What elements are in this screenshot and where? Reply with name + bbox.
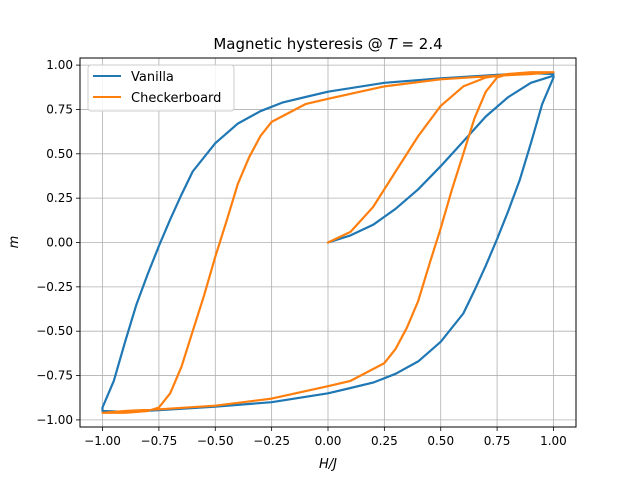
series-line-checkerboard xyxy=(101,71,555,414)
x-tick-label: 0.00 xyxy=(315,434,342,448)
x-tick-label: −0.50 xyxy=(197,434,234,448)
x-tick-label: 0.50 xyxy=(427,434,454,448)
x-tick-label: 0.25 xyxy=(371,434,398,448)
y-axis-label: m xyxy=(7,236,22,249)
x-tick-label: −0.75 xyxy=(141,434,178,448)
y-tick-label: 0.00 xyxy=(46,236,73,250)
series-line-vanilla xyxy=(101,72,555,413)
series-layer xyxy=(101,71,555,414)
y-tick-label: 0.50 xyxy=(46,147,73,161)
x-axis-label: H/J xyxy=(319,457,337,472)
chart-title: Magnetic hysteresis @ T = 2.4 xyxy=(213,35,442,53)
y-tick-label: 0.25 xyxy=(46,191,73,205)
y-tick-label: −0.50 xyxy=(36,324,73,338)
legend-box xyxy=(87,64,235,112)
y-tick-label: 1.00 xyxy=(46,58,73,72)
y-tick-label: 0.75 xyxy=(46,102,73,116)
x-tick-label: −0.25 xyxy=(253,434,290,448)
legend-label-checkerboard: Checkerboard xyxy=(131,91,221,106)
legend: Vanilla Checkerboard xyxy=(87,64,235,112)
y-tick-label: −1.00 xyxy=(36,413,73,427)
y-tick-label: −0.25 xyxy=(36,280,73,294)
ticks: −1.00 −0.75 −0.50 −0.25 0.00 0.25 0.50 0.75 1.00… xyxy=(36,58,567,448)
x-tick-label: −1.00 xyxy=(84,434,121,448)
x-tick-label: 1.00 xyxy=(540,434,567,448)
y-tick-label: −0.75 xyxy=(36,369,73,383)
x-tick-label: 0.75 xyxy=(484,434,511,448)
legend-label-vanilla: Vanilla xyxy=(131,70,174,85)
